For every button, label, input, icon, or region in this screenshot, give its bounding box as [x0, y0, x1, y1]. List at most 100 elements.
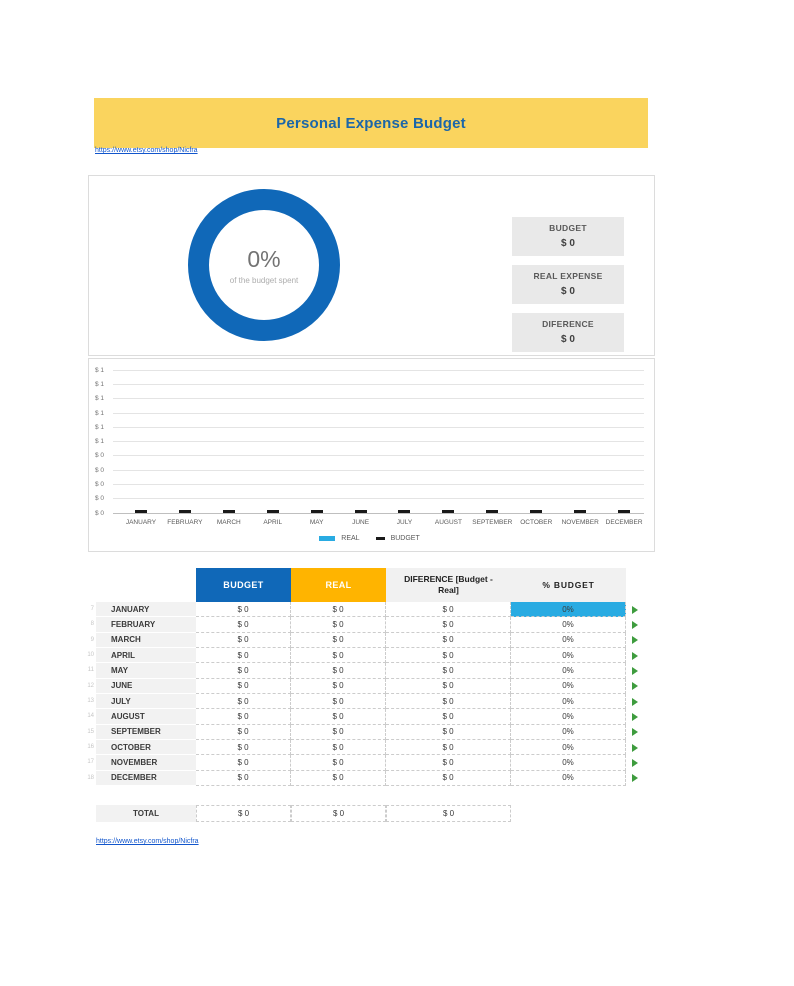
budget-marker: [310, 510, 323, 514]
real-cell[interactable]: $ 0: [291, 770, 386, 786]
budget-cell[interactable]: $ 0: [196, 739, 291, 756]
x-axis-label: FEBRUARY: [167, 519, 203, 527]
legend-real-swatch: [319, 536, 336, 542]
x-axis-label: MAY: [309, 519, 324, 527]
y-axis-label: $ 1: [95, 366, 105, 374]
real-column-header: REAL: [291, 568, 386, 602]
y-axis-label: $ 1: [95, 395, 105, 403]
real-cell[interactable]: $ 0: [291, 755, 386, 771]
chart-grid-row: $ 1: [95, 392, 644, 406]
month-cell: AUGUST: [96, 709, 196, 725]
month-cell: FEBRUARY: [96, 617, 196, 633]
real-cell[interactable]: $ 0: [291, 632, 386, 648]
budget-marker: [222, 510, 235, 514]
chart-month-column: APRIL: [251, 510, 295, 526]
budget-cell[interactable]: $ 0: [196, 724, 291, 740]
green-arrow-icon: [632, 774, 638, 783]
summary-card-value: $ 0: [561, 334, 575, 345]
chart-grid-row: $ 0: [95, 477, 644, 491]
budget-cell[interactable]: $ 0: [196, 632, 291, 648]
chart-grid-row: $ 0: [95, 492, 644, 506]
shop-link-top[interactable]: https://www.etsy.com/shop/Nicfra: [95, 147, 198, 154]
difference-cell: $ 0: [386, 709, 511, 725]
summary-card-value: $ 0: [561, 238, 575, 249]
x-axis-label: AUGUST: [434, 519, 462, 527]
chart-month-column: JANUARY: [119, 510, 163, 526]
percent-cell: 0%: [511, 602, 626, 618]
percent-cell: 0%: [511, 724, 626, 740]
real-cell[interactable]: $ 0: [291, 663, 386, 679]
gridline: [113, 398, 644, 400]
difference-cell: $ 0: [386, 632, 511, 648]
budget-marker: [442, 510, 455, 514]
budget-marker: [178, 510, 191, 514]
y-axis-label: $ 0: [95, 466, 105, 474]
green-arrow-icon: [632, 728, 638, 737]
chart-month-column: SEPTEMBER: [470, 510, 514, 526]
row-number: 12: [87, 682, 94, 689]
real-cell[interactable]: $ 0: [291, 617, 386, 633]
chart-month-column: JUNE: [339, 510, 383, 526]
real-cell[interactable]: $ 0: [291, 724, 386, 740]
row-number: 18: [87, 774, 94, 781]
legend-budget-label: BUDGET: [390, 535, 420, 543]
row-number: 10: [87, 651, 94, 658]
real-cell[interactable]: $ 0: [291, 647, 386, 664]
row-number: 16: [87, 743, 94, 750]
difference-cell: $ 0: [386, 693, 511, 710]
page-title: Personal Expense Budget: [276, 114, 466, 132]
total-budget-cell: $ 0: [196, 805, 291, 822]
budget-cell[interactable]: $ 0: [196, 709, 291, 725]
y-axis-label: $ 1: [95, 409, 105, 417]
summary-card: BUDGET $ 0: [512, 217, 624, 256]
budget-cell[interactable]: $ 0: [196, 678, 291, 694]
gridline: [113, 412, 644, 414]
budget-cell[interactable]: $ 0: [196, 602, 291, 618]
gridline: [113, 369, 644, 371]
summary-card: DIFERENCE $ 0: [512, 313, 624, 352]
budget-donut-chart: 0% of the budget spent: [188, 189, 340, 341]
difference-cell: $ 0: [386, 602, 511, 618]
difference-cell: $ 0: [386, 617, 511, 633]
total-real-cell: $ 0: [291, 805, 386, 822]
percent-cell: 0%: [511, 770, 626, 786]
chart-grid-row: $ 0: [95, 506, 644, 520]
green-arrow-icon: [632, 636, 638, 645]
table-row: 18 DECEMBER $ 0 $ 0 $ 0 0%: [87, 770, 638, 786]
gridline: [113, 455, 644, 457]
difference-cell: $ 0: [386, 755, 511, 771]
budget-cell[interactable]: $ 0: [196, 663, 291, 679]
budget-cell[interactable]: $ 0: [196, 647, 291, 664]
chart-legend: REAL BUDGET: [95, 535, 644, 542]
green-arrow-icon: [632, 605, 638, 614]
chart-grid-row: $ 1: [95, 420, 644, 434]
month-cell: NOVEMBER: [96, 755, 196, 771]
real-cell[interactable]: $ 0: [291, 709, 386, 725]
title-banner: Personal Expense Budget: [94, 98, 648, 148]
gridline: [113, 383, 644, 385]
gridline: [113, 498, 644, 500]
budget-cell[interactable]: $ 0: [196, 693, 291, 710]
chart-month-column: DECEMBER: [602, 510, 646, 526]
table-row: 7 JANUARY $ 0 $ 0 $ 0 0%: [91, 602, 638, 618]
green-arrow-icon: [632, 743, 638, 752]
real-cell[interactable]: $ 0: [291, 693, 386, 710]
x-axis-label: MARCH: [216, 519, 241, 527]
green-arrow-icon: [632, 651, 638, 660]
green-arrow-icon: [632, 758, 638, 767]
row-number: 17: [87, 759, 94, 766]
real-cell[interactable]: $ 0: [291, 678, 386, 694]
gridline: [113, 441, 644, 443]
monthly-chart-panel: $ 1 $ 1 $ 1 $ 1: [88, 358, 655, 552]
real-cell[interactable]: $ 0: [291, 739, 386, 756]
budget-cell[interactable]: $ 0: [196, 770, 291, 786]
budget-cell[interactable]: $ 0: [196, 617, 291, 633]
x-axis-label: APRIL: [263, 519, 283, 527]
shop-link-bottom[interactable]: https://www.etsy.com/shop/Nicfra: [96, 838, 199, 845]
x-axis-label: JUNE: [352, 519, 370, 527]
table-row: 8 FEBRUARY $ 0 $ 0 $ 0 0%: [91, 617, 638, 633]
x-axis-label: JULY: [396, 519, 413, 527]
real-cell[interactable]: $ 0: [291, 602, 386, 618]
budget-cell[interactable]: $ 0: [196, 755, 291, 771]
